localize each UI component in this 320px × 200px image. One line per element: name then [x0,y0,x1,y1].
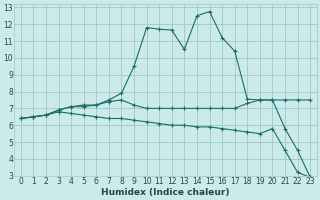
X-axis label: Humidex (Indice chaleur): Humidex (Indice chaleur) [101,188,230,197]
